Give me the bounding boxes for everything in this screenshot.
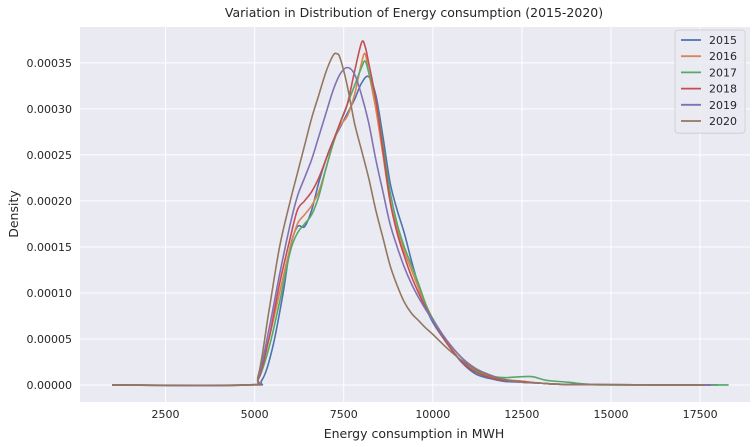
x-tick-label: 7500 [330, 408, 358, 421]
plot-area [80, 27, 750, 402]
x-tick-label: 12500 [504, 408, 539, 421]
series-line-2019 [112, 66, 711, 387]
x-tick-label: 5000 [241, 408, 269, 421]
y-tick-label: 0.00025 [27, 149, 73, 162]
series-line-2020 [112, 52, 704, 387]
y-tick-label: 0.00000 [27, 379, 73, 392]
legend-label-2015: 2015 [709, 34, 737, 47]
legend-label-2020: 2020 [709, 115, 737, 128]
y-tick-label: 0.00015 [27, 241, 73, 254]
y-tick-label: 0.00005 [27, 333, 73, 346]
x-tick-label: 2500 [152, 408, 180, 421]
legend: 2015 2016 2017 2018 2019 2020 [674, 29, 746, 134]
series-lines [112, 40, 729, 387]
x-tick-label: 10000 [415, 408, 450, 421]
legend-label-2016: 2016 [709, 50, 737, 63]
y-axis-label: Density [6, 190, 21, 238]
series-line-2018 [112, 40, 711, 387]
legend-label-2019: 2019 [709, 99, 737, 112]
x-axis-label: Energy consumption in MWH [324, 426, 505, 441]
y-tick-label: 0.00020 [27, 195, 73, 208]
y-tick-label: 0.00010 [27, 287, 73, 300]
y-tick-label: 0.00035 [27, 57, 73, 70]
chart-title: Variation in Distribution of Energy cons… [225, 5, 603, 20]
legend-label-2017: 2017 [709, 66, 737, 79]
y-axis-ticks: 0.00000 0.00005 0.00010 0.00015 0.00020 0.000… [27, 57, 73, 392]
y-tick-label: 0.00030 [27, 103, 73, 116]
x-tick-label: 15000 [594, 408, 629, 421]
x-axis-ticks: 2500 5000 7500 10000 12500 15000 17500 [152, 408, 718, 421]
legend-label-2018: 2018 [709, 83, 737, 96]
x-tick-label: 17500 [683, 408, 718, 421]
